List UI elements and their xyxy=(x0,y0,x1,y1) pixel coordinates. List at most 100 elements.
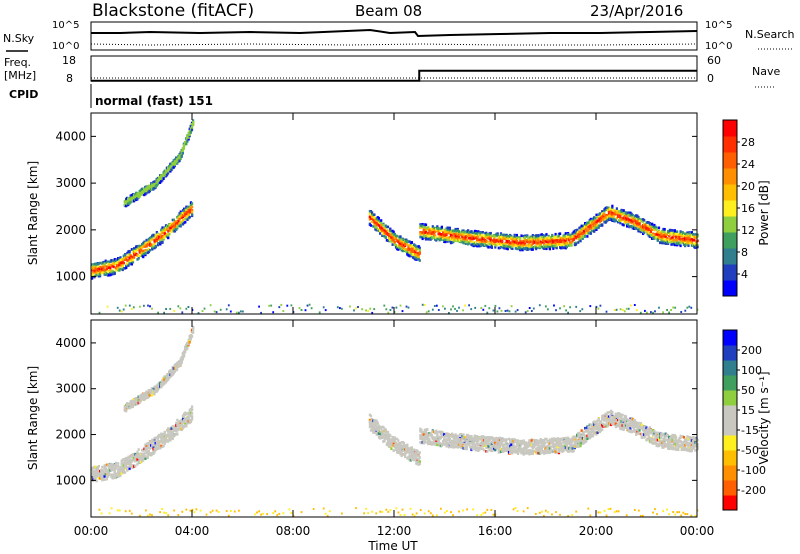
clutter-cell xyxy=(450,308,452,311)
echo-cell xyxy=(445,232,448,236)
echo-cell xyxy=(177,156,180,160)
echo-cell xyxy=(656,238,659,242)
echo-cell xyxy=(588,225,591,228)
echo-cell xyxy=(150,243,153,246)
clutter-cell xyxy=(579,310,582,313)
echo-cell xyxy=(685,235,688,238)
echo-cell xyxy=(371,215,374,218)
echo-cell xyxy=(665,231,668,235)
clutter-cell xyxy=(151,307,153,310)
echo-cell xyxy=(192,330,195,333)
echo-cell xyxy=(104,259,107,263)
echo-cell xyxy=(685,239,688,242)
echo-cell xyxy=(526,239,529,242)
echo-cell xyxy=(530,243,533,247)
echo-cell xyxy=(474,233,478,237)
echo-cell xyxy=(588,221,591,224)
clutter-cell xyxy=(644,309,646,312)
clutter-cell xyxy=(595,305,598,308)
echo-cell xyxy=(402,238,405,242)
clutter-cell xyxy=(209,304,212,307)
echo-cell xyxy=(191,210,194,214)
echo-cell xyxy=(618,219,621,222)
echo-cell xyxy=(398,449,401,453)
echo-cell xyxy=(406,253,409,256)
clutter-cell xyxy=(468,304,470,307)
echo-cell xyxy=(453,239,456,242)
echo-cell xyxy=(424,237,428,240)
echo-cell xyxy=(117,468,120,471)
echo-cell xyxy=(468,435,471,438)
clutter-cell xyxy=(365,309,367,312)
echo-cell xyxy=(462,237,465,240)
clutter-cell xyxy=(452,305,454,308)
echo-cell xyxy=(108,266,111,270)
echo-cell xyxy=(114,467,118,470)
clutter-cell xyxy=(619,308,622,311)
echo-cell xyxy=(517,244,520,247)
echo-cell xyxy=(518,246,521,249)
echo-cell xyxy=(169,438,172,442)
echo-cell xyxy=(415,462,418,465)
clutter-cell xyxy=(106,305,109,308)
echo-cell xyxy=(422,228,425,232)
echo-cell xyxy=(152,183,155,186)
echo-cell xyxy=(462,229,465,232)
echo-cell xyxy=(618,211,621,215)
echo-cell xyxy=(183,415,186,419)
clutter-cell xyxy=(399,304,402,307)
echo-cell xyxy=(655,236,658,239)
echo-cell xyxy=(626,215,629,218)
echo-cell xyxy=(113,272,116,275)
echo-cell xyxy=(526,240,529,244)
echo-cell xyxy=(586,235,589,238)
echo-cell xyxy=(145,445,148,448)
echo-cell xyxy=(490,234,493,238)
echo-cell xyxy=(394,243,398,247)
echo-cell xyxy=(570,243,573,247)
echo-cell xyxy=(486,235,489,239)
echo-cell xyxy=(417,253,420,257)
echo-cell xyxy=(161,229,164,232)
echo-cell xyxy=(105,267,108,271)
echo-cell xyxy=(490,245,493,248)
echo-cell xyxy=(186,140,189,143)
echo-cell xyxy=(482,244,486,247)
echo-cell xyxy=(172,159,175,162)
echo-cell xyxy=(574,243,578,246)
echo-cell xyxy=(138,244,141,248)
clutter-cell xyxy=(98,311,101,314)
echo-cell xyxy=(619,214,622,218)
echo-cell xyxy=(537,239,540,242)
echo-cell xyxy=(371,217,374,220)
echo-cell xyxy=(469,230,472,234)
echo-cell xyxy=(696,239,699,243)
echo-cell xyxy=(157,386,161,390)
echo-cell xyxy=(151,238,154,241)
echo-cell xyxy=(173,163,176,166)
echo-cell xyxy=(105,477,108,481)
echo-cell xyxy=(182,352,186,355)
noise-tick-high-left: 10^5 xyxy=(52,20,79,31)
echo-cell xyxy=(386,440,390,443)
echo-cell xyxy=(607,210,611,214)
echo-cell xyxy=(589,232,592,235)
echo-cell xyxy=(113,258,116,261)
echo-cell xyxy=(180,361,183,365)
echo-cell xyxy=(148,440,152,443)
echo-cell xyxy=(579,239,582,243)
echo-cell xyxy=(92,267,95,270)
echo-cell xyxy=(564,232,567,235)
echo-cell xyxy=(408,240,411,243)
echo-cell xyxy=(563,246,566,249)
echo-cell xyxy=(180,151,183,155)
echo-cell xyxy=(173,364,176,367)
echo-cell xyxy=(92,470,95,473)
echo-cell xyxy=(406,443,409,447)
echo-cell xyxy=(526,247,529,250)
echo-cell xyxy=(155,178,158,181)
echo-cell xyxy=(494,235,497,238)
clutter-cell xyxy=(268,304,271,307)
echo-cell xyxy=(416,449,419,453)
